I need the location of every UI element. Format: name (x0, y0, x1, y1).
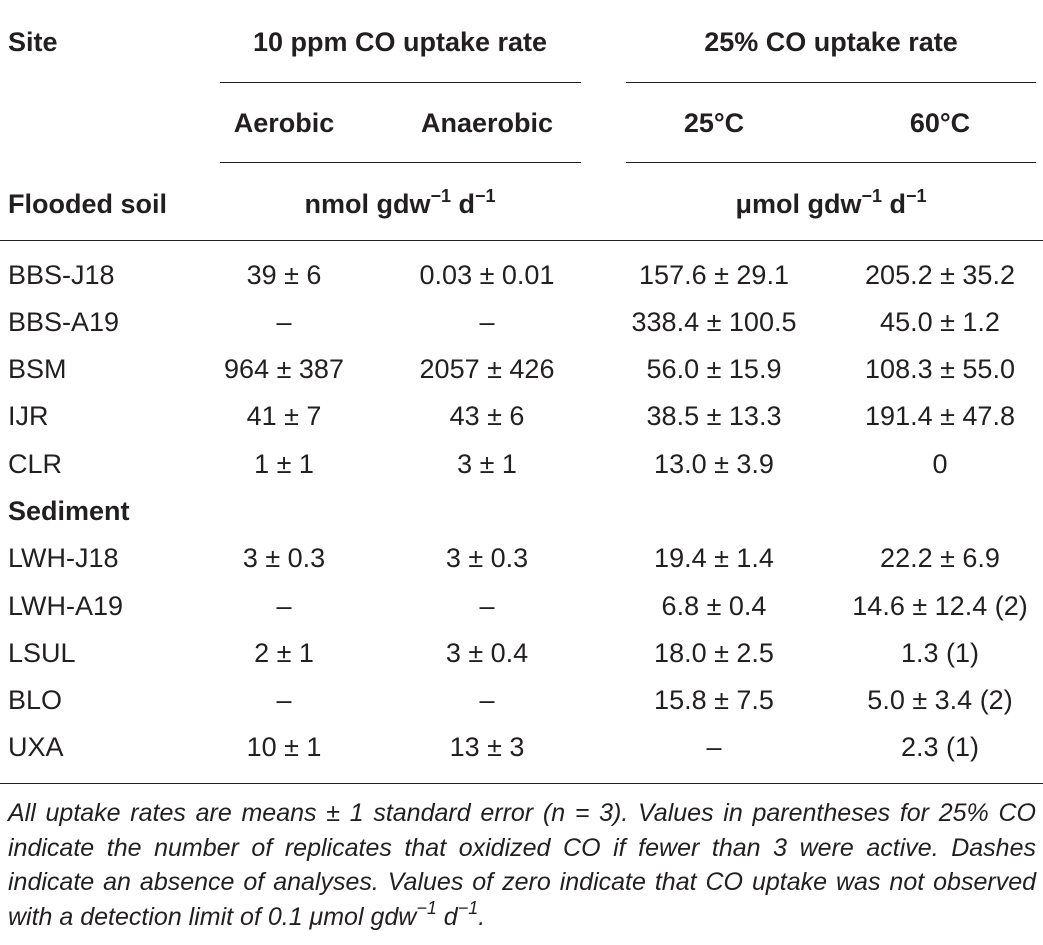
cell-anaerobic: – (479, 591, 495, 621)
header-site: Site (8, 27, 58, 57)
header-bottom-rule (0, 240, 1043, 241)
cell-60c: 0 (932, 449, 948, 479)
cell-aerobic: 3 ± 0.3 (242, 543, 326, 573)
cell-site: BSM (8, 354, 67, 384)
cell-anaerobic: – (479, 685, 495, 715)
unit-umol: μmol gdw−1 d−1 (735, 186, 927, 219)
cell-site: UXA (8, 732, 64, 762)
cell-25c: 157.6 ± 29.1 (639, 260, 789, 290)
cell-60c: 5.0 ± 3.4 (2) (867, 685, 1013, 715)
cell-anaerobic: 3 ± 1 (457, 449, 517, 479)
cell-aerobic: 964 ± 387 (224, 354, 344, 384)
cell-25c: 19.4 ± 1.4 (654, 543, 774, 573)
section-flooded-soil: Flooded soil (8, 189, 167, 219)
cell-60c: 22.2 ± 6.9 (880, 543, 1000, 573)
cell-anaerobic: 0.03 ± 0.01 (419, 260, 555, 290)
cell-25c: 13.0 ± 3.9 (654, 449, 774, 479)
cell-25c: 15.8 ± 7.5 (654, 685, 774, 715)
cell-aerobic: – (276, 685, 292, 715)
cell-aerobic: 39 ± 6 (246, 260, 322, 290)
cell-aerobic: 2 ± 1 (254, 638, 314, 668)
table-bottom-rule (0, 783, 1043, 784)
table-footnote: All uptake rates are means ± 1 standard … (8, 799, 1036, 931)
header-25pct-group: 25% CO uptake rate (704, 27, 958, 57)
cell-60c: 2.3 (1) (900, 732, 980, 762)
cell-site: BBS-A19 (8, 307, 120, 337)
group1-underline (220, 82, 581, 83)
cell-site: LWH-J18 (8, 543, 119, 573)
cell-anaerobic: 3 ± 0.4 (445, 638, 529, 668)
cell-anaerobic: 13 ± 3 (449, 732, 525, 762)
header-aerobic: Aerobic (233, 108, 335, 138)
cell-60c: 14.6 ± 12.4 (2) (852, 591, 1028, 621)
cell-site: CLR (8, 449, 63, 479)
cell-60c: 108.3 ± 55.0 (865, 354, 1015, 384)
cell-25c: 38.5 ± 13.3 (646, 401, 782, 431)
cell-anaerobic: 3 ± 0.3 (445, 543, 529, 573)
cell-25c: 56.0 ± 15.9 (646, 354, 782, 384)
cell-site: LWH-A19 (8, 591, 124, 621)
cell-site: IJR (8, 401, 49, 431)
group2-underline (626, 82, 1036, 83)
header-anaerobic: Anaerobic (420, 108, 554, 138)
section-sediment: Sediment (8, 496, 130, 526)
cell-aerobic: 1 ± 1 (254, 449, 314, 479)
cell-site: LSUL (8, 638, 76, 668)
cell-site: BBS-J18 (8, 260, 115, 290)
sub1-underline (220, 162, 581, 163)
cell-60c: 191.4 ± 47.8 (865, 401, 1015, 431)
cell-25c: 6.8 ± 0.4 (661, 591, 767, 621)
header-25c: 25°C (683, 108, 745, 138)
cell-60c: 205.2 ± 35.2 (865, 260, 1015, 290)
cell-25c: 338.4 ± 100.5 (631, 307, 797, 337)
cell-60c: 1.3 (1) (900, 638, 980, 668)
sub2-underline (626, 162, 1036, 163)
cell-aerobic: 10 ± 1 (246, 732, 322, 762)
header-60c: 60°C (909, 108, 971, 138)
cell-aerobic: – (276, 591, 292, 621)
cell-60c: 45.0 ± 1.2 (880, 307, 1000, 337)
cell-aerobic: 41 ± 7 (246, 401, 322, 431)
header-10ppm-group: 10 ppm CO uptake rate (252, 27, 548, 57)
cell-aerobic: – (276, 307, 292, 337)
cell-anaerobic: 43 ± 6 (449, 401, 525, 431)
cell-site: BLO (8, 685, 63, 715)
cell-25c: – (706, 732, 722, 762)
cell-25c: 18.0 ± 2.5 (654, 638, 774, 668)
cell-anaerobic: – (479, 307, 495, 337)
cell-anaerobic: 2057 ± 426 (419, 354, 555, 384)
unit-nmol: nmol gdw−1 d−1 (304, 186, 496, 219)
